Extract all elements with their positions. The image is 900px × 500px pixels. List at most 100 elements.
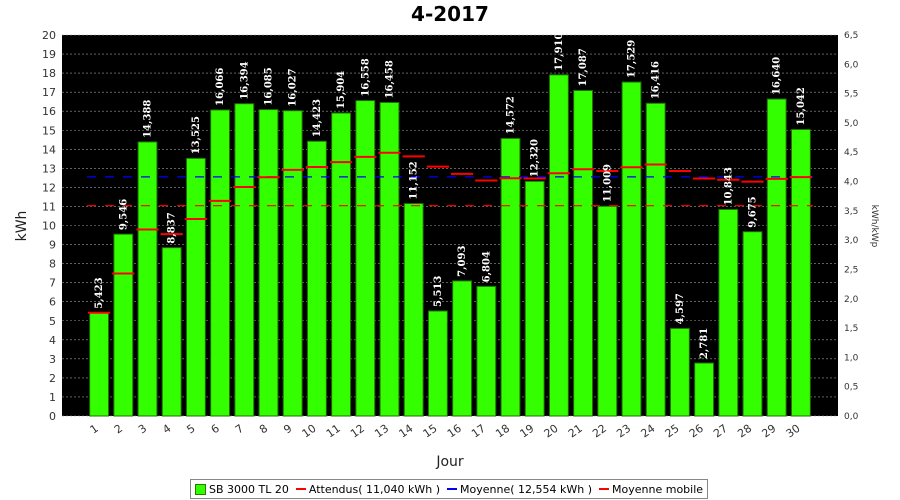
x-axis-label: Jour bbox=[435, 454, 464, 470]
y-tick-label: 9 bbox=[49, 239, 56, 252]
bar-value-label: 7,093 bbox=[457, 246, 468, 277]
y-right-tick-label: 5,0 bbox=[844, 119, 859, 129]
x-tick-label: 29 bbox=[759, 422, 778, 441]
y-tick-label: 11 bbox=[42, 200, 56, 213]
y-tick-label: 6 bbox=[49, 296, 56, 309]
x-tick-label: 26 bbox=[687, 422, 706, 441]
legend-label-production: SB 3000 TL 20 bbox=[209, 482, 289, 496]
bar bbox=[597, 205, 618, 417]
y-tick-label: 3 bbox=[49, 353, 56, 366]
x-tick-label: 19 bbox=[517, 422, 536, 441]
y-right-tick-label: 3,0 bbox=[844, 236, 859, 246]
y-tick-label: 7 bbox=[49, 277, 56, 290]
x-tick-label: 2 bbox=[112, 422, 125, 437]
bar bbox=[185, 157, 206, 417]
bar-value-label: 5,423 bbox=[94, 277, 105, 308]
bar-value-label: 11,152 bbox=[409, 161, 420, 199]
bar-value-label: 16,640 bbox=[772, 57, 783, 95]
y-right-tick-label: 2,0 bbox=[844, 295, 859, 305]
y-right-tick-label: 2,5 bbox=[844, 265, 858, 275]
y-tick-label: 15 bbox=[42, 124, 56, 137]
bar bbox=[210, 109, 231, 417]
x-tick-label: 14 bbox=[396, 422, 415, 441]
bar-value-label: 14,572 bbox=[506, 96, 517, 134]
bar bbox=[766, 98, 787, 417]
x-tick-label: 28 bbox=[735, 422, 754, 441]
y-tick-label: 1 bbox=[49, 391, 56, 404]
legend-label-moving-average: Moyenne mobile bbox=[612, 482, 704, 496]
bar bbox=[573, 89, 594, 417]
y-right-tick-label: 6,0 bbox=[844, 60, 859, 70]
bar bbox=[500, 137, 521, 417]
y-tick-label: 18 bbox=[42, 67, 56, 80]
bar-value-label: 13,525 bbox=[191, 116, 202, 154]
x-tick-label: 9 bbox=[281, 422, 294, 437]
x-tick-label: 4 bbox=[160, 422, 173, 437]
y-right-tick-label: 0,5 bbox=[844, 383, 858, 393]
y-tick-label: 13 bbox=[42, 162, 56, 175]
x-tick-label: 23 bbox=[614, 422, 633, 441]
bar-value-label: 4,597 bbox=[675, 293, 686, 324]
y-tick-label: 20 bbox=[42, 29, 56, 42]
legend-label-expected: Attendus( 11,040 kWh ) bbox=[308, 482, 441, 496]
x-tick-label: 18 bbox=[493, 422, 512, 441]
bar bbox=[790, 128, 811, 417]
legend-swatch-average bbox=[447, 488, 458, 490]
bar bbox=[621, 81, 642, 417]
bar-value-label: 2,781 bbox=[699, 328, 710, 359]
x-tick-label: 25 bbox=[663, 422, 682, 441]
y-tick-label: 14 bbox=[42, 143, 56, 156]
bar-value-label: 9,546 bbox=[118, 199, 129, 230]
y-right-tick-label: 5,5 bbox=[844, 90, 858, 100]
bar bbox=[258, 109, 279, 417]
bar bbox=[113, 233, 134, 417]
bar bbox=[524, 180, 545, 417]
bar-value-label: 5,513 bbox=[433, 276, 444, 307]
y-tick-label: 4 bbox=[49, 334, 56, 347]
x-tick-label: 13 bbox=[372, 422, 391, 441]
x-tick-label: 16 bbox=[445, 422, 464, 441]
moving-average-group bbox=[88, 151, 812, 314]
y-axis-label: kWh bbox=[14, 211, 30, 242]
bar-value-label: 16,027 bbox=[288, 68, 299, 106]
bar-value-label: 6,804 bbox=[481, 251, 492, 282]
bar-value-label: 16,394 bbox=[239, 61, 250, 99]
bar bbox=[548, 74, 569, 417]
bar bbox=[427, 310, 448, 417]
legend-swatch-moving-average bbox=[599, 488, 610, 490]
bar bbox=[718, 208, 739, 417]
bar-value-label: 15,042 bbox=[796, 87, 807, 125]
bar bbox=[379, 101, 400, 417]
x-tick-label: 27 bbox=[711, 422, 730, 441]
bar bbox=[234, 103, 255, 417]
bar bbox=[306, 140, 327, 417]
y-tick-label: 5 bbox=[49, 315, 56, 328]
y-tick-label: 17 bbox=[42, 86, 56, 99]
reference-lines bbox=[87, 176, 813, 207]
bar bbox=[452, 280, 473, 417]
y-axis-right-ticks: 0,0 0,5 1,0 1,5 2,0 2,5 3,0 3,5 4,0 4,5 5,0 5,5 6,0 6… bbox=[844, 31, 859, 422]
y-tick-label: 12 bbox=[42, 181, 56, 194]
x-tick-label: 3 bbox=[136, 422, 149, 437]
bar bbox=[476, 285, 497, 417]
legend-label-average: Moyenne( 12,554 kWh ) bbox=[460, 482, 593, 496]
bar-value-label: 16,416 bbox=[651, 61, 662, 99]
bar bbox=[161, 247, 182, 417]
bar-value-label: 16,458 bbox=[385, 60, 396, 98]
y-right-tick-label: 4,0 bbox=[844, 178, 859, 188]
bar bbox=[355, 100, 376, 417]
legend-swatch-expected bbox=[295, 488, 306, 490]
bar bbox=[331, 112, 352, 417]
bar-value-label: 9,675 bbox=[748, 196, 759, 227]
bar bbox=[403, 203, 424, 417]
legend-item-production: SB 3000 TL 20 bbox=[195, 483, 289, 496]
legend-item-average: Moyenne( 12,554 kWh ) bbox=[447, 483, 592, 496]
x-tick-label: 24 bbox=[638, 422, 657, 441]
y-tick-label: 0 bbox=[49, 410, 56, 423]
bar-value-label: 14,388 bbox=[143, 100, 154, 138]
x-tick-label: 15 bbox=[421, 422, 440, 441]
bar bbox=[282, 110, 303, 417]
x-tick-label: 12 bbox=[348, 422, 367, 441]
bar-value-label: 16,558 bbox=[360, 58, 371, 96]
